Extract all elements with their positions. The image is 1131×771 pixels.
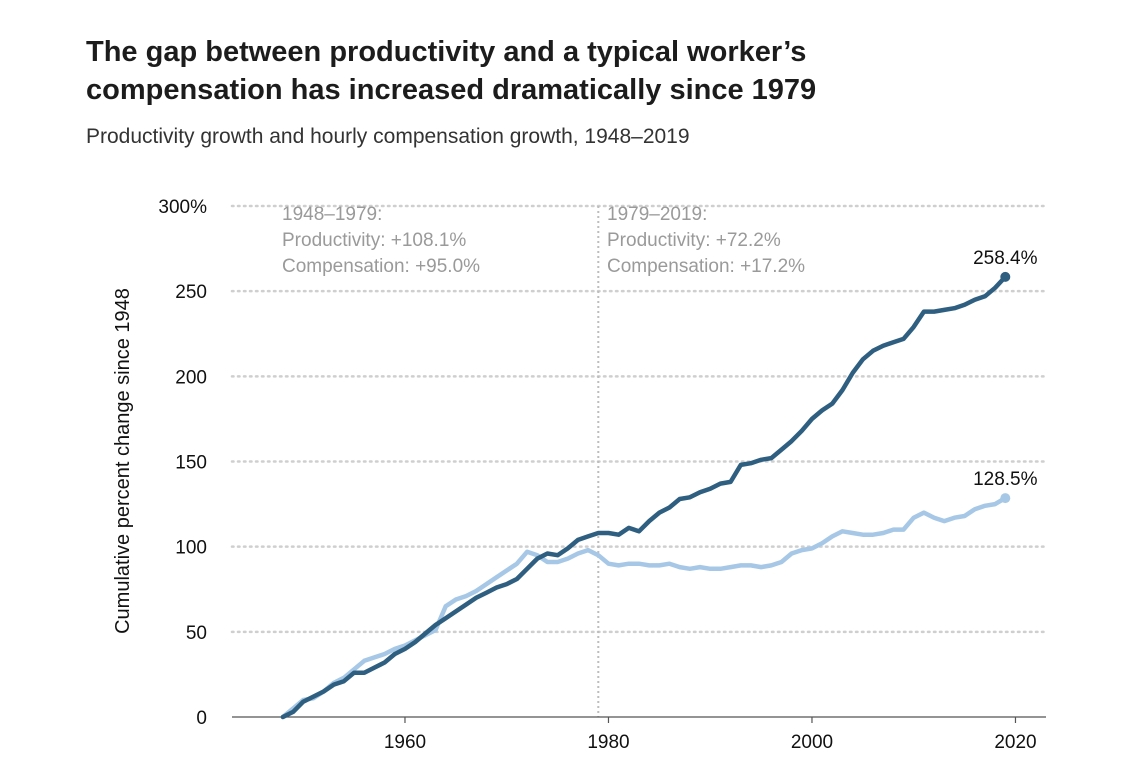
x-tick-label-2020: 2020	[994, 732, 1036, 753]
x-tick-label-1960: 1960	[384, 732, 426, 753]
y-tick-label-300: 300%	[158, 197, 207, 218]
y-tick-label-0: 0	[196, 708, 207, 729]
chart-subtitle: Productivity growth and hourly compensat…	[86, 125, 690, 148]
y-tick-label-250: 250	[175, 282, 207, 303]
annotation-1948-1979-productivity: Productivity: +108.1%	[282, 230, 466, 251]
productivity-line	[280, 274, 1008, 720]
y-tick-label-200: 200	[175, 367, 207, 388]
y-axis-label: Cumulative percent change since 1948	[112, 288, 134, 634]
compensation-end-point	[1000, 493, 1011, 504]
chart-title: The gap between productivity and a typic…	[86, 33, 1086, 109]
x-axis-ticks: 1960 1980 2000 2020	[384, 717, 1037, 753]
chart-title-line-2: compensation has increased dramatically …	[86, 74, 817, 106]
chart-title-line-1: The gap between productivity and a typic…	[86, 36, 807, 68]
annotation-1979-2019: 1979–2019: Productivity: +72.2% Compensa…	[607, 204, 805, 277]
y-tick-label-150: 150	[175, 453, 207, 474]
annotation-1948-1979: 1948–1979: Productivity: +108.1% Compens…	[282, 204, 480, 277]
productivity-end-point	[1000, 271, 1011, 282]
annotation-1979-2019-compensation: Compensation: +17.2%	[607, 256, 805, 277]
y-tick-label-100: 100	[175, 538, 207, 559]
grid-lines	[230, 204, 1048, 634]
y-tick-label-50: 50	[186, 623, 207, 644]
productivity-end-label: 258.4%	[973, 248, 1038, 269]
annotation-1948-1979-compensation: Compensation: +95.0%	[282, 256, 480, 277]
x-tick-label-1980: 1980	[587, 732, 629, 753]
x-tick-label-2000: 2000	[791, 732, 833, 753]
series-group	[280, 271, 1011, 720]
compensation-line	[280, 495, 1008, 720]
annotation-1979-2019-productivity: Productivity: +72.2%	[607, 230, 781, 251]
compensation-end-label: 128.5%	[973, 469, 1038, 490]
annotation-1948-1979-period: 1948–1979:	[282, 204, 382, 225]
annotation-1979-2019-period: 1979–2019:	[607, 204, 707, 225]
y-axis-ticks: 0 50 100 150 200 250 300%	[158, 197, 207, 729]
